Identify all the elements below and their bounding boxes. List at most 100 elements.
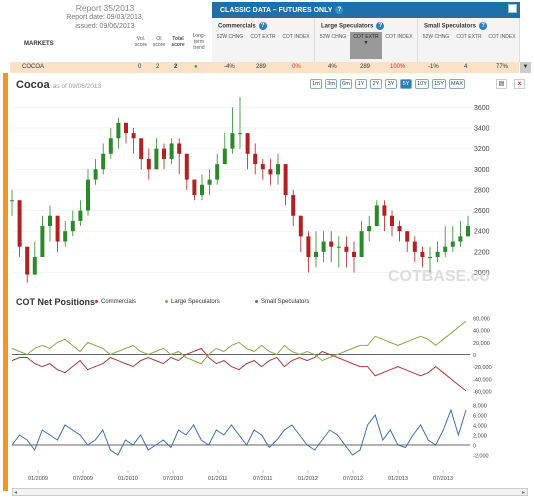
legend-dot-icon xyxy=(165,299,168,303)
candle-body xyxy=(32,257,37,275)
candle-body xyxy=(306,236,311,258)
col-extr-selected[interactable]: COT EXTR ▼ xyxy=(350,32,382,59)
legend-item[interactable]: Commercials xyxy=(95,299,136,305)
vol-score-header: Vol. score xyxy=(134,36,148,48)
col-52w[interactable]: 52W CHNG xyxy=(216,34,244,40)
print-icon[interactable] xyxy=(508,4,517,13)
candle-body xyxy=(382,205,387,216)
print-chart-icon[interactable]: ▤ xyxy=(496,79,507,89)
x-tick-label: 01/2010 xyxy=(118,476,138,482)
col-index[interactable]: COT INDEX xyxy=(488,34,516,40)
net-positions-title: COT Net Positions xyxy=(16,297,96,307)
candle-body xyxy=(177,143,182,154)
help-icon[interactable]: ? xyxy=(335,6,344,14)
col-52w[interactable]: 52W CHNG xyxy=(422,34,450,40)
col-52w[interactable]: 52W CHNG xyxy=(319,34,347,40)
price-chart: 2000 2200 2400 2600 2800 3000 3200 3400 3600 COTB… xyxy=(10,97,490,285)
candle-body xyxy=(86,179,90,211)
candle-body xyxy=(260,164,265,170)
timeframe-6m[interactable]: 6m xyxy=(340,79,352,89)
help-icon[interactable]: ? xyxy=(258,22,267,30)
large-speculators-group: Large Speculators? 52W CHNG COT EXTR ▼ CO… xyxy=(315,18,418,62)
horizontal-scrollbar[interactable]: ◂ ▸ xyxy=(12,488,528,496)
candle-body xyxy=(245,133,250,154)
commercials-title: Commercials xyxy=(218,23,256,30)
candle-body xyxy=(200,184,204,196)
market-row[interactable]: COCOA 0 2 2 ● -4% 289 0% 4% 289 100% -1%… xyxy=(10,62,519,73)
ls-52w: 4% xyxy=(328,64,337,70)
timeframe-3m[interactable]: 3m xyxy=(325,79,337,89)
y-tick-label: 3000 xyxy=(474,167,490,174)
col-extr[interactable]: COT EXTR xyxy=(456,34,482,40)
legend-item[interactable]: Large Speculators xyxy=(165,299,220,305)
candle-body xyxy=(405,231,410,242)
y-tick-label: 0 xyxy=(473,444,476,450)
legend-item[interactable]: Small Speculators xyxy=(255,299,309,305)
timeframe-1m[interactable]: 1m xyxy=(310,79,322,89)
series-line-small-speculators xyxy=(11,408,467,456)
y-tick-label: 3600 xyxy=(474,105,490,112)
y-tick-label: 2200 xyxy=(474,249,490,256)
help-icon[interactable]: ? xyxy=(479,22,488,30)
timeframe-10y[interactable]: 10Y xyxy=(415,79,429,89)
candle-body xyxy=(40,226,45,258)
market-name[interactable]: COCOA xyxy=(22,64,45,70)
com-extr: 289 xyxy=(256,64,267,70)
candle-body xyxy=(352,251,356,258)
candle-body xyxy=(321,241,326,252)
net-positions-chart: -60,000 -40,000 -20,000 20,000 40,000 60,000 0… xyxy=(11,317,492,460)
candle-body xyxy=(291,195,296,216)
y-tick-label: 60,000 xyxy=(473,317,490,323)
scroll-right-icon[interactable]: ▸ xyxy=(521,490,525,496)
candle-body xyxy=(124,122,128,134)
col-index[interactable]: COT INDEX xyxy=(282,34,310,40)
y-tick-label: 8,000 xyxy=(473,404,487,410)
legend-label: Large Speculators xyxy=(171,299,220,305)
commercials-group: Commercials? 52W CHNG COT EXTR COT INDEX xyxy=(212,18,315,62)
candle-body xyxy=(435,251,440,258)
x-tick-label: 07/2013 xyxy=(433,476,453,482)
col-index[interactable]: COT INDEX xyxy=(385,34,413,40)
x-tick-label: 01/2012 xyxy=(298,476,318,482)
y-tick-label: 6,000 xyxy=(473,414,487,420)
classic-title-text: CLASSIC DATA – FUTURES ONLY xyxy=(220,6,333,14)
legend-label: Commercials xyxy=(101,299,137,305)
y-tick-label: 2600 xyxy=(474,208,490,215)
com-52w: -4% xyxy=(224,64,235,70)
small-speculators-group: Small Speculators? 52W CHNG COT EXTR COT… xyxy=(418,18,520,62)
candle-body xyxy=(367,226,372,232)
timeframe-3y[interactable]: 3Y xyxy=(385,79,397,89)
legend-label: Small Speculators xyxy=(261,299,310,305)
scroll-left-icon[interactable]: ◂ xyxy=(14,490,18,496)
timeframe-15y[interactable]: 15Y xyxy=(432,79,446,89)
candle-body xyxy=(25,246,30,275)
candle-body xyxy=(55,215,60,242)
candle-body xyxy=(443,246,448,252)
close-icon[interactable]: x xyxy=(514,79,525,89)
timeframe-2y[interactable]: 2Y xyxy=(370,79,382,89)
help-icon[interactable]: ? xyxy=(376,22,385,30)
large-spec-title: Large Speculators xyxy=(321,23,374,30)
scroll-down-button[interactable]: ▼ xyxy=(520,62,531,73)
header: Report 35/2013 Report date: 09/03/2013, … xyxy=(0,0,534,62)
candle-body xyxy=(466,226,470,237)
report-date: Report date: 09/03/2013, xyxy=(66,14,144,21)
timeframe-max[interactable]: MAX xyxy=(449,79,465,89)
candle-body xyxy=(207,179,212,185)
col-extr[interactable]: COT EXTR xyxy=(250,34,276,40)
as-of-date: as of 09/06/2013 xyxy=(52,83,102,90)
timeframe-1y[interactable]: 1Y xyxy=(355,79,367,89)
candle-body xyxy=(336,246,341,248)
chart-title-text: Cocoa xyxy=(16,79,50,91)
candle-body xyxy=(78,210,83,221)
candle-body xyxy=(184,153,189,180)
ls-index: 100% xyxy=(390,64,406,70)
y-tick-label: 2400 xyxy=(474,229,490,236)
timeframe-5y[interactable]: 5Y xyxy=(400,79,412,89)
candle-body xyxy=(268,169,273,175)
candle-body xyxy=(276,164,280,175)
sort-down-icon: ▼ xyxy=(363,40,369,46)
y-tick-label: 20,000 xyxy=(473,341,490,347)
candle-body xyxy=(329,241,334,247)
y-tick-label: -40,000 xyxy=(473,377,492,383)
